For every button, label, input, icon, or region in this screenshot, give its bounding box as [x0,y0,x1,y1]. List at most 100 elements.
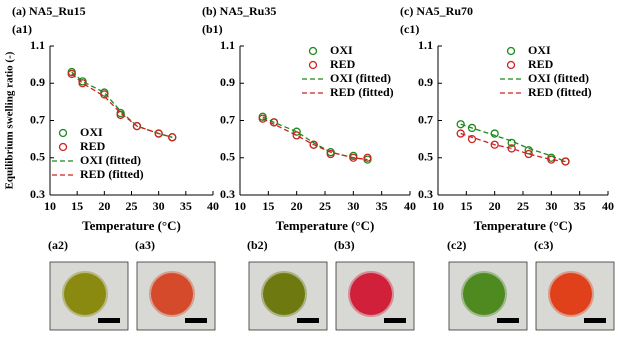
legend-marker [506,46,516,56]
y-tick-label: 1.1 [30,38,45,52]
x-tick-label: 25 [517,199,529,213]
photo-label: (b3) [334,238,355,252]
legend-marker [58,142,68,152]
scale-bar [497,318,519,323]
x-tick-label: 40 [602,199,614,213]
legend-label: OXI (fitted) [330,71,391,85]
data-point [292,131,301,140]
x-tick-label: 15 [460,199,472,213]
legend-label: OXI (fitted) [528,71,589,85]
y-tick-label: 0.9 [418,75,433,89]
x-axis-label: Temperature (°C) [82,218,181,233]
x-tick-label: 15 [262,199,274,213]
y-tick-label: 0.7 [30,112,45,126]
legend-marker [58,128,68,138]
data-point [524,149,533,159]
x-tick-label: 20 [489,199,501,213]
data-point [524,146,533,155]
data-point [132,121,142,131]
legend-label: RED (fitted) [528,85,592,99]
data-point [154,129,163,138]
y-tick-label: 0.3 [418,187,433,201]
y-tick-label: 0.5 [220,150,235,164]
y-tick-label: 1.1 [220,38,235,52]
chart-title: (b) NA5_Ru35 [202,4,276,18]
x-tick-label: 20 [98,199,110,213]
data-point [326,149,335,159]
photo-label: (a2) [48,238,68,252]
chart-subtitle: (a1) [12,22,32,36]
data-point [490,140,499,149]
x-axis-label: Temperature (°C) [474,218,573,233]
gel-bead [348,271,394,317]
y-tick-label: 0.7 [220,112,235,126]
photo-label: (b2) [247,238,268,252]
y-tick-label: 0.5 [418,150,433,164]
fit-line [71,73,173,138]
legend-marker [506,60,516,70]
x-tick-label: 40 [404,199,416,213]
chart-subtitle: (c1) [400,22,419,36]
x-tick-label: 20 [291,199,303,213]
x-tick-label: 30 [153,199,165,213]
gel-bead [461,271,507,317]
legend-label: RED [330,57,356,71]
scale-bar [297,318,319,323]
x-tick-label: 35 [574,199,586,213]
fit-line [460,123,566,163]
y-tick-label: 0.3 [30,187,45,201]
data-point [168,133,177,142]
legend-label: RED (fitted) [330,85,394,99]
y-tick-label: 0.5 [30,150,45,164]
x-axis-label: Temperature (°C) [276,218,375,233]
chart-subtitle: (b1) [202,22,223,36]
scale-bar [185,318,207,323]
data-point [507,144,516,153]
x-tick-label: 30 [545,199,557,213]
legend-label: RED [80,139,106,153]
data-point [456,129,465,138]
legend-label: OXI [330,43,353,57]
y-tick-label: 0.3 [220,187,235,201]
data-point [490,129,499,138]
photo-label: (c2) [447,238,466,252]
chart-title: (a) NA5_Ru15 [12,4,86,18]
x-tick-label: 10 [432,199,444,213]
x-tick-label: 30 [347,199,359,213]
data-point [309,140,318,149]
gel-bead [548,271,594,317]
legend-marker [308,60,318,70]
x-tick-label: 10 [234,199,246,213]
scale-bar [98,318,120,323]
x-tick-label: 15 [71,199,83,213]
gel-bead [261,271,307,317]
photo-label: (c3) [534,238,553,252]
scale-bar [584,318,606,323]
y-axis-label: Equilibrium swelling ratio (-) [4,51,16,189]
fit-line [262,118,368,161]
x-tick-label: 10 [44,199,56,213]
x-tick-label: 25 [126,199,138,213]
chart-title: (c) NA5_Ru70 [400,4,473,18]
legend-label: OXI [80,125,103,139]
legend-label: RED (fitted) [80,167,144,181]
legend-label: OXI [528,43,551,57]
data-point [467,123,477,133]
x-tick-label: 25 [319,199,331,213]
x-tick-label: 35 [180,199,192,213]
scale-bar [384,318,406,323]
y-tick-label: 1.1 [418,38,433,52]
data-point [456,120,465,129]
x-tick-label: 35 [376,199,388,213]
y-tick-label: 0.9 [30,75,45,89]
legend-label: RED [528,57,554,71]
data-point [292,127,301,136]
x-tick-label: 40 [207,199,219,213]
y-tick-label: 0.9 [220,75,235,89]
photo-label: (a3) [135,238,155,252]
data-point [349,153,358,162]
legend-label: OXI (fitted) [80,153,141,167]
gel-bead [149,271,195,317]
gel-bead [62,271,108,317]
